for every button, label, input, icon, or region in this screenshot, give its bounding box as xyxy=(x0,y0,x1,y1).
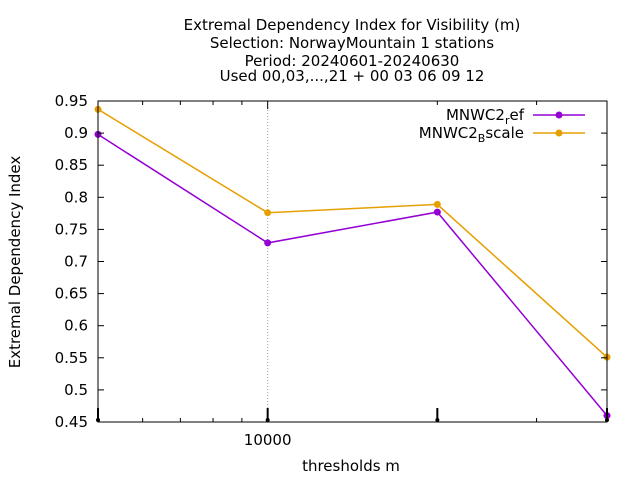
y-tick-label: 0.9 xyxy=(64,124,88,142)
threshold-marker-dot xyxy=(605,418,609,422)
chart-title: Extremal Dependency Index for Visibility… xyxy=(184,16,521,85)
title-line-4: Used 00,03,...,21 + 00 03 06 09 12 xyxy=(220,67,485,85)
y-axis-label: Extremal Dependency Index xyxy=(6,156,24,369)
series-line-2 xyxy=(97,108,608,358)
title-line-3: Period: 20240601-20240630 xyxy=(245,52,460,70)
y-tick-label: 0.8 xyxy=(64,188,88,206)
plot-frame xyxy=(97,100,608,423)
y-axis: 0.45 0.5 0.55 0.6 0.65 0.7 0.75 0.8 0.85 0.9 0.95 xyxy=(55,92,607,431)
legend-marker-1 xyxy=(555,111,563,119)
series-2-point xyxy=(433,200,441,208)
series-layer xyxy=(94,105,611,420)
legend-label-1: MNWC2ref xyxy=(446,106,525,127)
threshold-marker-dot xyxy=(435,418,440,422)
title-line-1: Extremal Dependency Index for Visibility… xyxy=(184,16,521,34)
y-tick-label: 0.7 xyxy=(64,253,88,271)
x-tick-label: 10000 xyxy=(244,431,292,449)
title-line-2: Selection: NorwayMountain 1 stations xyxy=(210,34,494,52)
threshold-marker-dot xyxy=(265,418,270,422)
series-2-point xyxy=(264,209,272,217)
series-1-point xyxy=(433,208,441,216)
y-tick-label: 0.55 xyxy=(55,349,88,367)
y-tick-label: 0.95 xyxy=(55,92,88,110)
x-axis-label: thresholds m xyxy=(302,457,400,475)
y-tick-label: 0.45 xyxy=(55,413,88,431)
y-tick-label: 0.85 xyxy=(55,156,88,174)
y-tick-label: 0.75 xyxy=(55,220,88,238)
y-tick-label: 0.6 xyxy=(64,317,88,335)
threshold-marker-dot xyxy=(96,418,100,422)
series-1-point xyxy=(264,239,272,247)
legend-label-2: MNWC2Bscale xyxy=(419,124,524,145)
x-axis: 10000 xyxy=(96,101,609,449)
y-tick-label: 0.5 xyxy=(64,381,88,399)
series-line-1 xyxy=(97,133,608,417)
legend-marker-2 xyxy=(555,129,563,137)
y-tick-label: 0.65 xyxy=(55,285,88,303)
